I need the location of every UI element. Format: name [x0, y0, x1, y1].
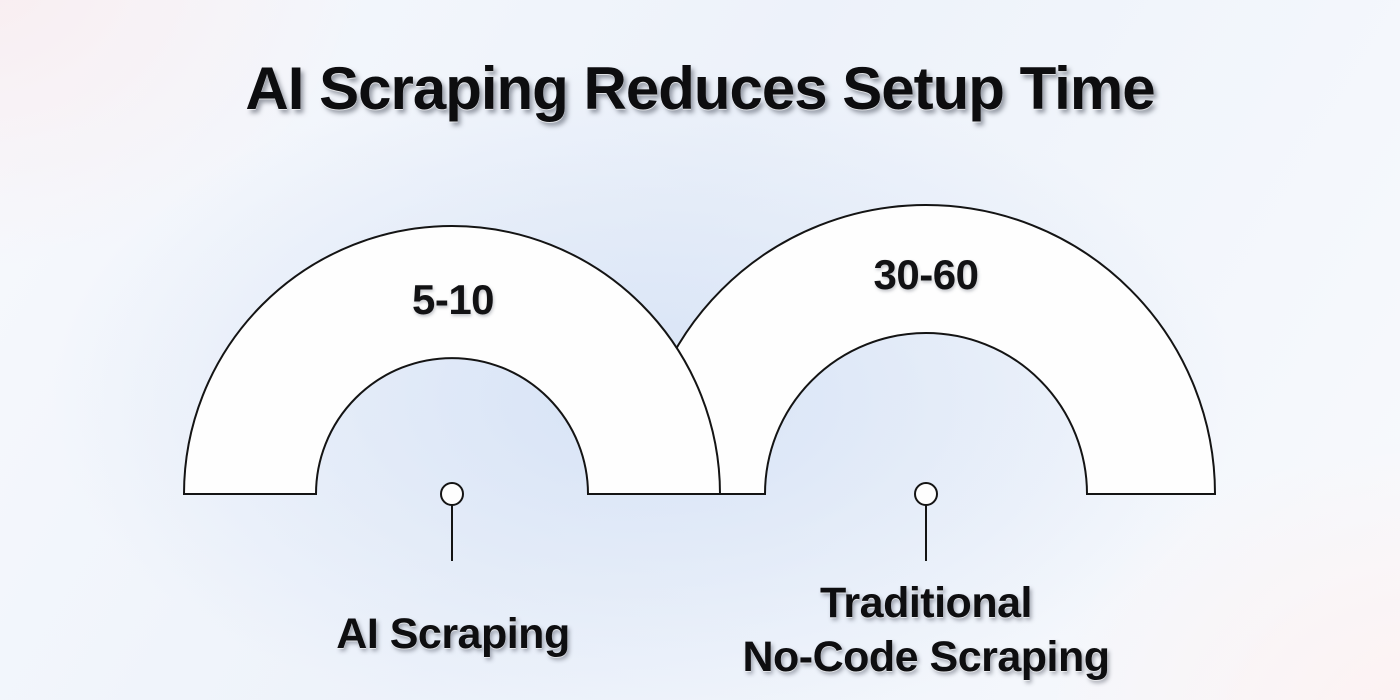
value-label-ai-scraping: 5-10: [411, 276, 495, 323]
lollipop-circle-right: [914, 482, 938, 506]
arc-traditional-no-code: [635, 204, 1217, 495]
category-label-traditional-line2: No-Code Scraping: [742, 633, 1110, 681]
chart-title: AI Scraping Reduces Setup Time: [245, 55, 1155, 122]
lollipop-circle-left: [440, 482, 464, 506]
category-label-ai-scraping: AI Scraping: [336, 610, 570, 658]
category-label-traditional-line1: Traditional: [820, 579, 1032, 627]
category-label-traditional: Traditional No-Code Scraping: [742, 576, 1110, 684]
arc-ai-scraping: [182, 225, 722, 495]
value-label-traditional: 30-60: [873, 251, 979, 298]
